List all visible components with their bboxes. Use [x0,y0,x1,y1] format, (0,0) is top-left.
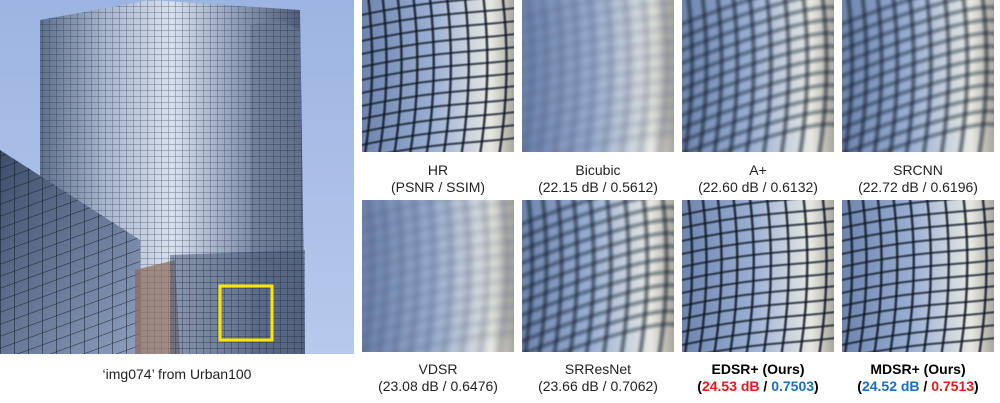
label-hr: HR (PSNR / SSIM) [358,162,518,196]
method-name: MDSR+ (Ours) [870,361,966,377]
crop-bicubic-image [522,0,674,152]
method-name: Bicubic [575,162,621,178]
label-srresnet: SRResNet (23.66 dB / 0.7062) [518,361,678,395]
psnr-value: 24.52 dB [861,378,920,394]
main-building-image [0,0,354,354]
ssim-value: 0.7513 [931,378,975,394]
crop-vdsr-image [362,200,514,352]
ssim-value: 0.7503 [771,378,815,394]
label-aplus: A+ (22.60 dB / 0.6132) [678,162,838,196]
crop-srcnn-image [842,0,994,152]
label-srcnn: SRCNN (22.72 dB / 0.6196) [838,162,998,196]
label-edsr: EDSR+ (Ours) (24.53 dB / 0.7503) [678,361,838,395]
method-metric: (24.53 dB / 0.7503) [697,378,819,394]
crop-mdsr-image [842,200,994,352]
method-metric: (22.15 dB / 0.5612) [538,179,658,195]
crop-edsr-image [682,200,834,352]
method-metric: (23.08 dB / 0.6476) [378,378,498,394]
label-bicubic: Bicubic (22.15 dB / 0.5612) [518,162,678,196]
method-metric: (22.60 dB / 0.6132) [698,179,818,195]
method-name: A+ [749,162,767,178]
method-metric: (22.72 dB / 0.6196) [858,179,978,195]
method-metric: (24.52 dB / 0.7513) [857,378,979,394]
main-image-caption: ‘img074’ from Urban100 [102,366,252,382]
method-name: VDSR [418,361,458,377]
method-metric: (PSNR / SSIM) [390,179,486,195]
label-vdsr: VDSR (23.08 dB / 0.6476) [358,361,518,395]
label-mdsr: MDSR+ (Ours) (24.52 dB / 0.7513) [838,361,998,395]
zoom-region-box [218,284,274,342]
psnr-value: 24.53 dB [701,378,760,394]
method-name: HR [427,162,449,178]
crop-srresnet-image [522,200,674,352]
method-name: SRResNet [564,361,632,377]
crop-hr-image [362,0,514,152]
crop-aplus-image [682,0,834,152]
method-name: EDSR+ (Ours) [711,361,805,377]
method-name: SRCNN [893,162,943,178]
method-metric: (23.66 dB / 0.7062) [538,378,658,394]
